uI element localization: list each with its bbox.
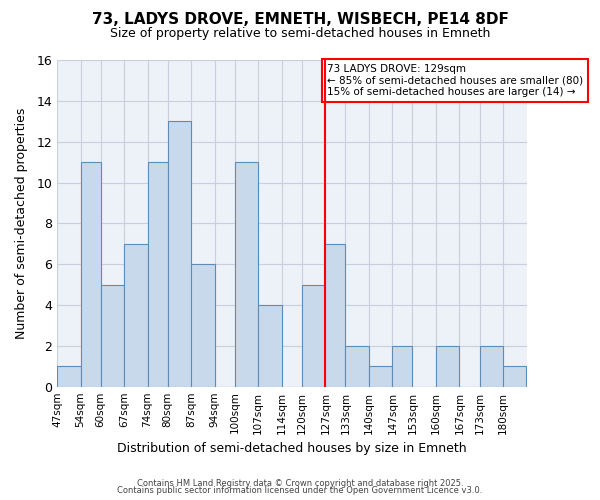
Bar — [148, 162, 168, 386]
Bar — [392, 346, 412, 387]
Text: Contains HM Land Registry data © Crown copyright and database right 2025.: Contains HM Land Registry data © Crown c… — [137, 478, 463, 488]
Bar — [325, 244, 346, 386]
Text: 73 LADYS DROVE: 129sqm
← 85% of semi-detached houses are smaller (80)
15% of sem: 73 LADYS DROVE: 129sqm ← 85% of semi-det… — [327, 64, 583, 98]
Bar — [124, 244, 148, 386]
Bar — [191, 264, 215, 386]
Text: 73, LADYS DROVE, EMNETH, WISBECH, PE14 8DF: 73, LADYS DROVE, EMNETH, WISBECH, PE14 8… — [92, 12, 508, 28]
Bar — [168, 122, 191, 386]
Text: Size of property relative to semi-detached houses in Emneth: Size of property relative to semi-detach… — [110, 28, 490, 40]
X-axis label: Distribution of semi-detached houses by size in Emneth: Distribution of semi-detached houses by … — [117, 442, 467, 455]
Bar — [369, 366, 392, 386]
Bar — [235, 162, 258, 386]
Bar — [302, 284, 325, 386]
Bar — [101, 284, 124, 386]
Bar — [436, 346, 460, 387]
Bar — [57, 366, 80, 386]
Text: Contains public sector information licensed under the Open Government Licence v3: Contains public sector information licen… — [118, 486, 482, 495]
Bar — [80, 162, 101, 386]
Bar — [479, 346, 503, 387]
Bar — [503, 366, 526, 386]
Bar — [258, 305, 282, 386]
Y-axis label: Number of semi-detached properties: Number of semi-detached properties — [15, 108, 28, 339]
Bar — [346, 346, 369, 387]
